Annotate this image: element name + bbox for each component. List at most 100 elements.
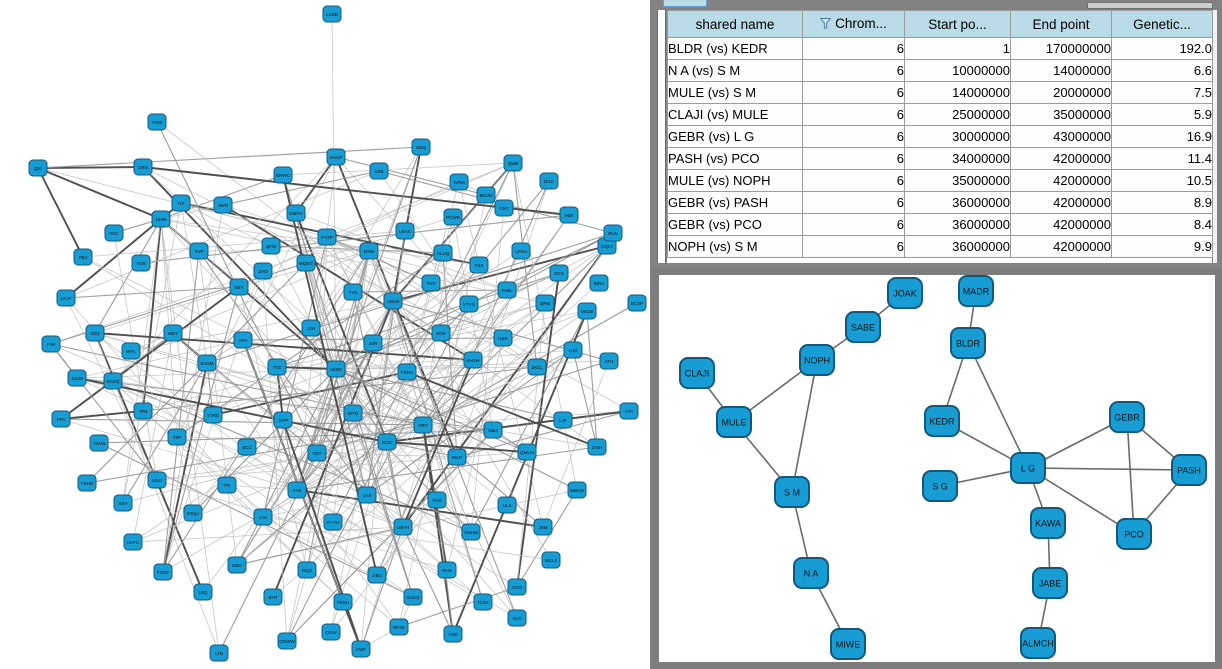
main-network-view[interactable]: LSDB YODI QIG OSN ENWC OAUP EZB GEQ WRM QWB DGC DQI… xyxy=(0,0,650,669)
network-node[interactable]: DGC xyxy=(539,172,559,190)
network-node[interactable]: KEDR xyxy=(924,405,960,437)
network-node[interactable]: OSN xyxy=(133,158,153,176)
network-node[interactable]: NOPH xyxy=(799,344,835,376)
network-node[interactable]: ZAO xyxy=(253,262,273,280)
filter-icon[interactable] xyxy=(820,18,832,29)
table-row[interactable]: N A (vs) S M 6 10000000 14000000 6.6 xyxy=(667,59,1213,82)
network-node[interactable]: GEQ xyxy=(411,138,431,156)
network-node[interactable]: EZB xyxy=(369,162,389,180)
network-node[interactable]: XSY xyxy=(113,494,133,512)
network-node[interactable]: SABE xyxy=(845,311,881,343)
scrollbar-fragment[interactable] xyxy=(1087,2,1213,9)
network-node[interactable]: MDY xyxy=(163,324,183,342)
tab-fragment[interactable] xyxy=(663,0,707,7)
network-node[interactable]: ATU xyxy=(599,352,619,370)
table-cell[interactable]: MULE (vs) NOPH xyxy=(667,169,803,192)
network-node[interactable]: ULII xyxy=(497,496,517,514)
table-row[interactable]: GEBR (vs) PCO 6 36000000 42000000 8.4 xyxy=(667,213,1213,236)
network-node[interactable]: EBO xyxy=(227,556,247,574)
network-node[interactable]: HYI xyxy=(619,402,639,420)
network-node[interactable]: PASH xyxy=(1171,454,1207,486)
network-node[interactable]: FABL xyxy=(497,281,517,299)
table-cell[interactable]: 11.4 xyxy=(1111,147,1213,170)
table-cell[interactable]: 42000000 xyxy=(1010,213,1112,236)
network-node[interactable]: KAWA xyxy=(1030,507,1066,539)
column-header-end-point[interactable]: End point xyxy=(1010,10,1112,38)
table-cell[interactable]: MULE (vs) S M xyxy=(667,81,803,104)
table-cell[interactable]: 192.0 xyxy=(1111,37,1213,60)
network-node[interactable]: OXY xyxy=(494,199,514,217)
network-node[interactable]: QPM xyxy=(535,294,555,312)
network-node[interactable]: N A xyxy=(793,557,829,589)
table-cell[interactable]: 25000000 xyxy=(904,103,1011,126)
network-node[interactable]: VXVN xyxy=(89,434,109,452)
table-cell[interactable]: 34000000 xyxy=(904,147,1011,170)
network-node[interactable]: MULE xyxy=(716,406,752,438)
network-node[interactable]: LKAK xyxy=(395,222,415,240)
network-node[interactable]: YKC xyxy=(104,224,124,242)
table-cell[interactable]: PASH (vs) PCO xyxy=(667,147,803,170)
network-node[interactable]: TVZ xyxy=(267,358,287,376)
network-node[interactable]: SUUQ xyxy=(403,588,423,606)
network-node[interactable]: CWF xyxy=(351,640,371,658)
network-node[interactable]: SOK xyxy=(431,324,451,342)
network-node[interactable]: ALMCH xyxy=(1020,627,1056,659)
network-node[interactable]: L G xyxy=(1010,452,1046,484)
network-node[interactable]: TZP xyxy=(167,428,187,446)
table-cell[interactable]: 35000000 xyxy=(1010,103,1112,126)
table-cell[interactable]: 6 xyxy=(802,103,905,126)
table-cell[interactable]: GEBR (vs) PCO xyxy=(667,213,803,236)
network-node[interactable]: FODF xyxy=(153,563,173,581)
table-cell[interactable]: 8.4 xyxy=(1111,213,1213,236)
network-node[interactable]: ZAGM xyxy=(197,354,217,372)
network-node[interactable]: UDO xyxy=(147,471,167,489)
subnetwork-edge[interactable] xyxy=(791,359,818,493)
network-node[interactable]: GASQ xyxy=(103,372,123,390)
network-node[interactable]: TPI xyxy=(217,476,237,494)
network-node[interactable]: S M xyxy=(774,476,810,508)
network-node[interactable]: ZAJF xyxy=(56,289,76,307)
network-node[interactable]: XLG xyxy=(507,609,527,627)
table-row[interactable]: MULE (vs) S M 6 14000000 20000000 7.5 xyxy=(667,81,1213,104)
table-cell[interactable]: 6 xyxy=(802,37,905,60)
network-node[interactable]: YDB xyxy=(131,254,151,272)
table-cell[interactable]: 10000000 xyxy=(904,59,1011,82)
network-node[interactable]: BCXP xyxy=(627,294,647,312)
subnetwork-edge[interactable] xyxy=(1126,416,1135,535)
table-cell[interactable]: 6 xyxy=(802,191,905,214)
network-node[interactable]: HZK xyxy=(559,206,579,224)
table-row[interactable]: CLAJI (vs) MULE 6 25000000 35000000 5.9 xyxy=(667,103,1213,126)
network-node[interactable]: CKO xyxy=(507,578,527,596)
table-row[interactable]: GEBR (vs) PASH 6 36000000 42000000 8.9 xyxy=(667,191,1213,214)
network-node[interactable]: WQZ xyxy=(297,561,317,579)
network-node[interactable]: JJH xyxy=(301,319,321,337)
table-cell[interactable]: 6.6 xyxy=(1111,59,1213,82)
network-node[interactable]: LSDB xyxy=(322,5,342,23)
network-node[interactable]: MADR xyxy=(958,275,994,307)
table-cell[interactable]: GEBR (vs) L G xyxy=(667,125,803,148)
network-node[interactable]: PCWB xyxy=(443,208,463,226)
network-node[interactable]: HRY xyxy=(413,416,433,434)
network-node[interactable]: LJF xyxy=(553,411,573,429)
network-node[interactable]: FSHD xyxy=(77,474,97,492)
table-cell[interactable]: BLDR (vs) KEDR xyxy=(667,37,803,60)
network-node[interactable]: FRRX xyxy=(397,363,417,381)
network-node[interactable]: INRA xyxy=(589,274,609,292)
network-node[interactable]: WRM xyxy=(449,173,469,191)
table-cell[interactable]: 14000000 xyxy=(904,81,1011,104)
network-node[interactable]: FJH xyxy=(41,335,61,353)
table-cell[interactable]: 8.9 xyxy=(1111,191,1213,214)
network-node[interactable]: FFK xyxy=(51,410,71,428)
network-node[interactable]: LFKU xyxy=(511,242,531,260)
table-cell[interactable]: 6 xyxy=(802,169,905,192)
table-cell[interactable]: 35000000 xyxy=(904,169,1011,192)
network-node[interactable]: TFB xyxy=(133,402,153,420)
table-cell[interactable]: 42000000 xyxy=(1010,191,1112,214)
network-node[interactable]: INLR xyxy=(447,448,467,466)
network-node[interactable]: NMJ xyxy=(483,421,503,439)
network-node[interactable]: DMRV xyxy=(286,204,306,222)
column-header-shared-name[interactable]: shared name xyxy=(667,10,803,38)
table-cell[interactable]: 14000000 xyxy=(1010,59,1112,82)
network-node[interactable]: YWD xyxy=(443,625,463,643)
table-row[interactable]: PASH (vs) PCO 6 34000000 42000000 11.4 xyxy=(667,147,1213,170)
